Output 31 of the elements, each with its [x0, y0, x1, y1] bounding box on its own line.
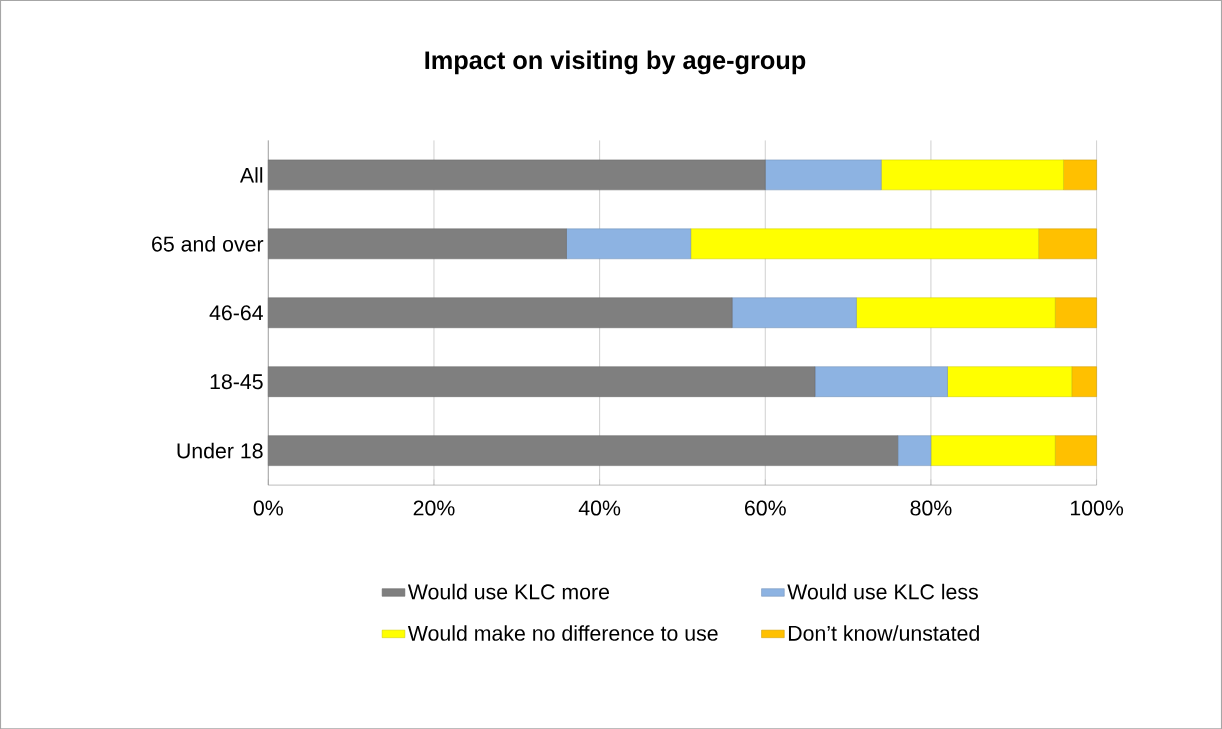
bar: [880, 159, 1064, 190]
y-tick-label: All: [239, 166, 263, 183]
y-tick-label: 18-45: [210, 373, 263, 390]
bar: [947, 366, 1073, 397]
bar: [731, 297, 857, 328]
x-tick-label: 60%: [745, 500, 786, 516]
x-tick-label: 40%: [578, 500, 621, 516]
legend-label: Would make no difference to use: [407, 624, 718, 641]
bar: [765, 159, 882, 190]
y-tick-label: Under 18: [177, 442, 263, 459]
bar: [566, 228, 691, 259]
bar: [1071, 366, 1097, 397]
legend-label: Would use KLC less: [787, 583, 978, 600]
legend-label: Would use KLC more: [407, 583, 610, 600]
bar: [1063, 159, 1097, 190]
legend-label: Don’t know/unstated: [788, 624, 979, 641]
bar: [690, 228, 1039, 259]
y-tick-label: 46-64: [209, 305, 263, 321]
x-tick-label: 20%: [413, 500, 455, 516]
bar: [1054, 435, 1097, 466]
bar: [930, 435, 1056, 466]
y-tick-label: 65 and over: [152, 235, 264, 252]
x-tick-label: 0%: [253, 500, 283, 516]
bar: [897, 435, 932, 466]
chart-title: Impact on visiting by age-group: [425, 50, 806, 75]
x-tick-label: 80%: [910, 500, 952, 516]
bar: [1038, 228, 1097, 259]
x-tick-label: 100%: [1070, 500, 1124, 516]
bar: [1054, 297, 1097, 328]
bar: [856, 297, 1056, 328]
bar: [814, 366, 948, 397]
